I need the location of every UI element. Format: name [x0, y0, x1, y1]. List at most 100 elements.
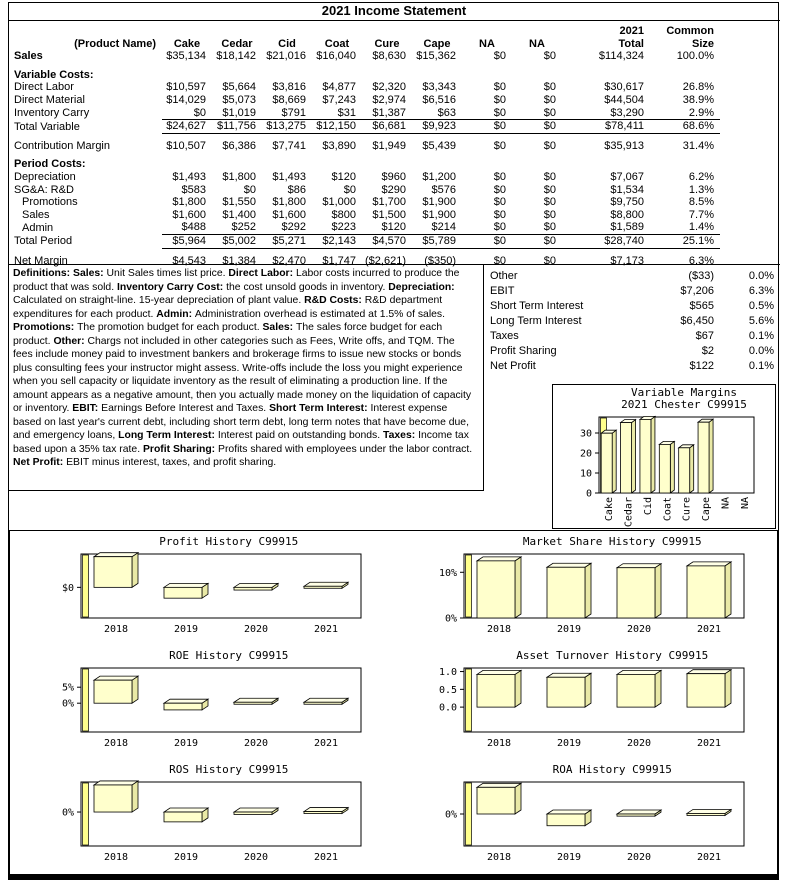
cell-value: $0 — [543, 208, 556, 221]
summary-label: Other — [490, 270, 518, 282]
cell-value: $35,134 — [166, 50, 206, 63]
income-row-3: Direct Material $14,029 $5,073 $8,669 $7,243… — [12, 94, 720, 107]
chart-market-share-history: Market Share History C99915 0% 10% 2018 2019… — [394, 536, 778, 650]
svg-text:1.0: 1.0 — [439, 667, 457, 678]
chart-asset-turnover-history: Asset Turnover History C99915 1.0 0.5 0.0 20… — [394, 650, 778, 764]
col-header-cid-2: Cid — [278, 37, 296, 50]
row-label: Sales — [22, 208, 50, 221]
cell-value: $12,150 — [312, 119, 362, 134]
cell-value: $0 — [493, 170, 506, 183]
ros_history-canvas: 0% 2018 2019 2020 2021 — [62, 780, 362, 863]
svg-text:2019: 2019 — [174, 738, 198, 749]
row-label: Total Period — [14, 235, 73, 248]
summary-value: $122 — [689, 360, 714, 372]
summary-label: Net Profit — [490, 360, 536, 372]
market_share_history-canvas: 0% 10% 2018 2019 2020 2021 — [439, 553, 745, 635]
cell-value: $3,890 — [322, 139, 356, 152]
income-row-13: Total Period $5,964 $5,002 $5,271 $2,143 $4,5… — [12, 234, 720, 249]
svg-text:10: 10 — [579, 469, 591, 480]
svg-text:2021: 2021 — [314, 624, 338, 635]
chart-ros-history: ROS History C99915 0% 2018 2019 2020 2021 — [10, 764, 394, 878]
cell-total: $1,534 — [610, 183, 644, 196]
svg-text:0%: 0% — [445, 614, 457, 625]
col-header-product: (Product Name) — [74, 37, 156, 50]
col-header-common: Common Size — [666, 25, 714, 50]
cell-value: $0 — [493, 196, 506, 209]
summary-label: Profit Sharing — [490, 345, 557, 357]
cell-value: $0 — [543, 81, 556, 94]
profit_history-title: Profit History C99915 — [159, 535, 299, 548]
asset_turnover_history-title: Asset Turnover History C99915 — [516, 649, 709, 662]
cell-value: $63 — [412, 106, 462, 121]
cell-value: $1,019 — [212, 106, 262, 121]
cell-value: $1,600 — [172, 208, 206, 221]
cell-value: $290 — [381, 183, 406, 196]
svg-text:Cake: Cake — [604, 497, 615, 521]
market_share_history-inner: Market Share History C99915 0% 10% 2018 2019… — [410, 536, 760, 638]
svg-text:30: 30 — [579, 429, 591, 440]
summary-row-taxes: Taxes $67 0.1% — [490, 329, 774, 344]
ros_history-inner: ROS History C99915 0% 2018 2019 2020 2021 — [27, 764, 377, 866]
cell-total: $30,617 — [604, 81, 644, 94]
definition-term: Short Term Interest: — [269, 403, 371, 414]
chart-roa-history: ROA History C99915 0% 2018 2019 2020 2021 — [394, 764, 778, 878]
variable_margins-canvas: 0 10 20 30 Cake Cedar Cid Coat Cure Cape NA NA — [579, 415, 754, 527]
svg-text:2020: 2020 — [627, 624, 651, 635]
row-label: Admin — [22, 221, 54, 234]
cell-value: $1,384 — [222, 254, 256, 267]
cell-value: $0 — [543, 196, 556, 209]
cell-total: $9,750 — [610, 196, 644, 209]
row-label: Sales — [14, 50, 43, 63]
cell-value: $16,040 — [316, 50, 356, 63]
svg-text:2019: 2019 — [557, 738, 581, 749]
svg-text:0.5: 0.5 — [439, 685, 457, 696]
cell-value: $120 — [362, 221, 412, 235]
income-row-12: Admin $488 $252 $292 $223 $120 $214 $0 $0 $1,589 1… — [12, 221, 720, 235]
cell-value: $5,002 — [212, 234, 262, 249]
svg-text:2018: 2018 — [104, 738, 128, 749]
summary-row-other: Other ($33) 0.0% — [490, 269, 774, 284]
cell-value: $3,816 — [272, 81, 306, 94]
cell-value: $0 — [493, 50, 506, 63]
svg-text:10%: 10% — [439, 568, 457, 579]
summary-value: ($33) — [688, 270, 714, 282]
summary-row-profit-sharing: Profit Sharing $2 0.0% — [490, 344, 774, 359]
chart-profit-history: Profit History C99915 $0 2018 2019 2020 2021 — [10, 536, 394, 650]
svg-text:2018: 2018 — [104, 624, 128, 635]
roa_history-canvas: 0% 2018 2019 2020 2021 — [445, 781, 745, 863]
roe_history-inner: ROE History C99915 5% 0% 2018 2019 2020 2021 — [27, 650, 377, 752]
cell-value: $11,756 — [212, 119, 262, 134]
income-row-14: Net Margin $4,543 $1,384 $2,470 $1,747 ($2,62… — [12, 248, 720, 267]
svg-text:2021: 2021 — [697, 852, 721, 863]
svg-text:2019: 2019 — [557, 624, 581, 635]
row-label: Period Costs: — [14, 158, 86, 171]
cell-value: $1,800 — [222, 170, 256, 183]
svg-text:$0: $0 — [62, 583, 74, 594]
cell-value: $5,073 — [222, 93, 256, 106]
cell-value: $1,900 — [422, 196, 456, 209]
cell-common-size: 26.8% — [682, 81, 714, 94]
summary-pct: 6.3% — [748, 285, 774, 297]
col-header-cake-0: Cake — [173, 37, 201, 50]
cell-value: ($350) — [424, 254, 456, 267]
cell-value: $0 — [543, 183, 556, 196]
cell-value: $0 — [543, 170, 556, 183]
svg-text:Cedar: Cedar — [623, 497, 634, 527]
svg-text:2021: 2021 — [314, 738, 338, 749]
col-header-total: 2021 Total — [618, 25, 644, 50]
cell-common-size: 68.6% — [650, 119, 720, 134]
cell-total: $35,913 — [604, 139, 644, 152]
summary-pct: 0.1% — [748, 330, 774, 342]
cell-total: $1,589 — [562, 221, 650, 235]
cell-value: $252 — [212, 221, 262, 235]
summary-row-ebit: EBIT $7,206 6.3% — [490, 284, 774, 299]
cell-value: $86 — [287, 183, 306, 196]
row-label: Inventory Carry — [14, 107, 90, 120]
svg-text:2018: 2018 — [487, 852, 511, 863]
summary-value: $67 — [695, 330, 714, 342]
col-header-na-6: NA — [479, 37, 495, 50]
cell-value: $5,789 — [412, 234, 462, 249]
cell-total: $78,411 — [562, 119, 650, 134]
cell-value: $800 — [331, 208, 356, 221]
cell-value: $4,570 — [362, 234, 412, 249]
